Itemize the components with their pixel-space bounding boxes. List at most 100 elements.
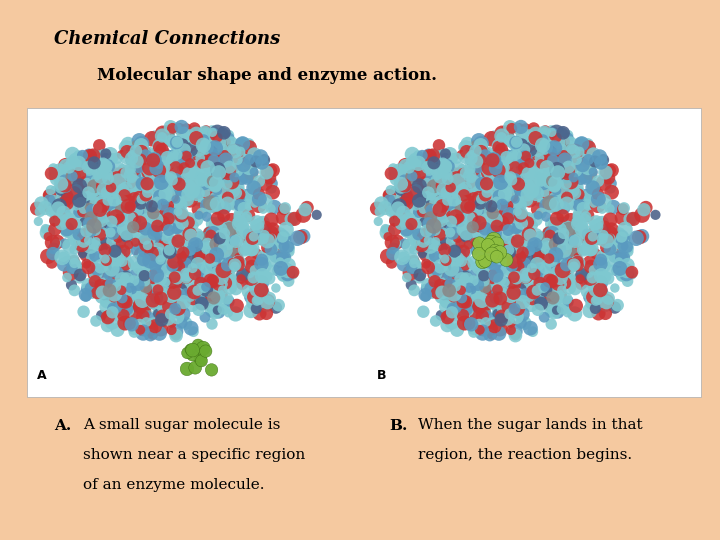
Point (408, 159, 419, 167)
Point (423, 202, 434, 211)
Point (436, 151, 447, 160)
Point (245, 274, 256, 282)
Point (441, 196, 453, 205)
Point (581, 229, 593, 238)
Point (117, 193, 128, 202)
Point (174, 156, 185, 165)
Point (442, 162, 454, 171)
Point (212, 266, 223, 274)
Point (450, 269, 462, 278)
Point (562, 276, 574, 285)
Point (577, 272, 588, 280)
Point (566, 144, 577, 153)
Point (521, 271, 533, 280)
Point (466, 151, 477, 159)
Point (461, 229, 472, 238)
Point (203, 152, 215, 161)
Point (523, 215, 534, 224)
Point (508, 249, 519, 258)
Point (195, 138, 207, 146)
Point (408, 193, 420, 201)
Point (253, 219, 265, 227)
Point (475, 147, 487, 156)
Point (448, 293, 459, 302)
Point (207, 277, 219, 286)
Point (104, 228, 116, 237)
Point (510, 175, 521, 184)
Point (242, 230, 253, 239)
Point (511, 181, 523, 190)
Point (426, 185, 438, 194)
Point (523, 184, 534, 193)
Point (261, 243, 272, 252)
Point (586, 234, 598, 242)
Point (541, 201, 553, 210)
Point (148, 203, 159, 212)
Point (436, 180, 448, 188)
Point (512, 304, 523, 313)
Point (229, 147, 240, 156)
Point (176, 131, 188, 139)
Point (427, 221, 438, 230)
Point (257, 287, 269, 296)
Point (207, 128, 218, 137)
Point (116, 210, 127, 219)
Point (107, 170, 119, 179)
Point (191, 134, 202, 143)
Point (525, 167, 536, 176)
Point (126, 147, 138, 156)
Point (106, 265, 117, 273)
Point (396, 219, 408, 228)
Point (222, 134, 234, 143)
Point (503, 151, 514, 160)
Point (164, 208, 176, 217)
Point (533, 174, 544, 183)
Point (138, 270, 149, 279)
Point (443, 261, 454, 270)
Point (459, 288, 470, 296)
Point (459, 240, 471, 248)
Point (269, 253, 281, 261)
Point (472, 301, 483, 309)
Point (499, 190, 510, 198)
Point (450, 175, 462, 184)
Point (510, 330, 521, 339)
Point (150, 172, 161, 180)
Point (522, 231, 534, 239)
Point (140, 168, 152, 177)
Point (90, 197, 102, 205)
Point (451, 186, 463, 195)
Point (472, 280, 484, 289)
Point (128, 328, 140, 336)
Point (470, 157, 482, 166)
Point (449, 253, 460, 262)
Point (279, 244, 290, 252)
Point (68, 205, 80, 213)
Point (141, 217, 153, 225)
Point (494, 179, 505, 187)
Point (418, 246, 429, 255)
Point (195, 279, 207, 288)
Point (99, 233, 110, 241)
Point (176, 319, 187, 327)
Point (557, 305, 568, 314)
Point (108, 205, 120, 213)
Point (173, 182, 184, 191)
Point (546, 128, 557, 137)
Point (474, 156, 486, 164)
Point (117, 294, 128, 302)
Point (89, 185, 101, 194)
Point (544, 262, 555, 271)
Point (536, 280, 547, 289)
Point (505, 256, 517, 265)
Point (215, 273, 227, 282)
Point (130, 206, 141, 214)
Point (438, 279, 449, 288)
Point (168, 244, 179, 252)
Point (193, 251, 204, 260)
Point (459, 298, 471, 306)
Point (199, 139, 210, 148)
Point (63, 162, 74, 171)
Point (50, 170, 62, 178)
Point (95, 178, 107, 186)
